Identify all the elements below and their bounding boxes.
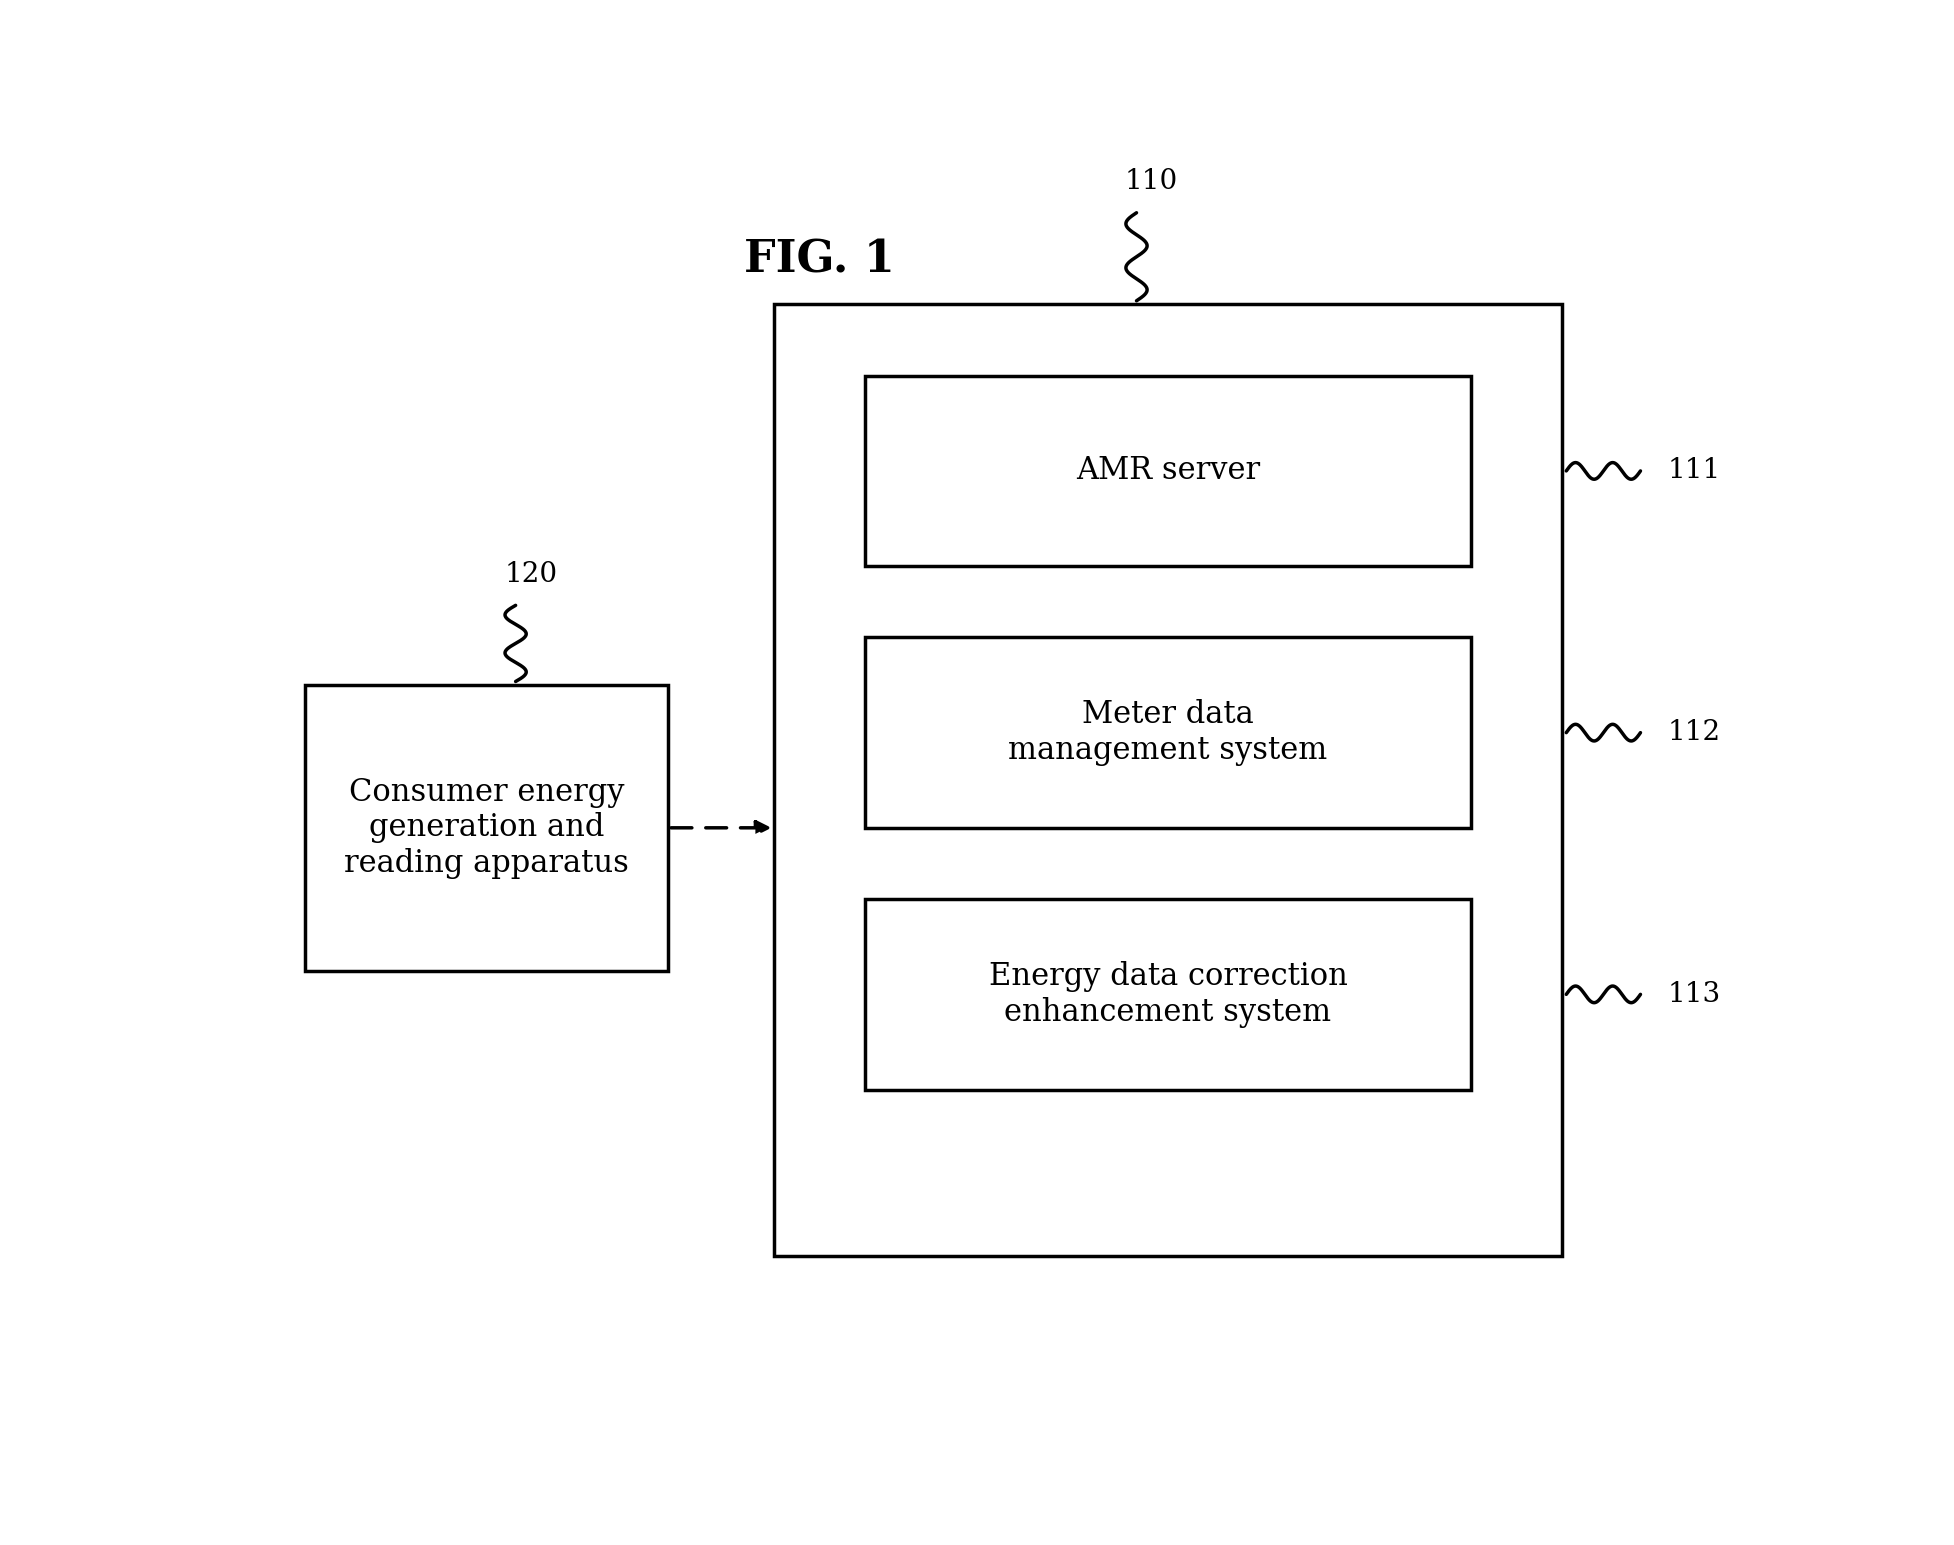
Text: 110: 110	[1126, 168, 1178, 195]
Text: FIG. 1: FIG. 1	[744, 239, 895, 281]
Text: 112: 112	[1669, 718, 1721, 746]
Text: Consumer energy
generation and
reading apparatus: Consumer energy generation and reading a…	[344, 777, 629, 879]
Bar	[774, 304, 1561, 1256]
Bar	[305, 684, 668, 970]
Text: 120: 120	[504, 561, 557, 587]
Bar	[866, 638, 1471, 828]
Text: AMR server: AMR server	[1077, 456, 1260, 487]
Text: Meter data
management system: Meter data management system	[1008, 700, 1327, 766]
Text: 111: 111	[1669, 457, 1721, 485]
Bar	[866, 375, 1471, 565]
Text: Energy data correction
enhancement system: Energy data correction enhancement syste…	[989, 961, 1348, 1027]
Text: 113: 113	[1669, 981, 1721, 1007]
Bar	[866, 899, 1471, 1089]
